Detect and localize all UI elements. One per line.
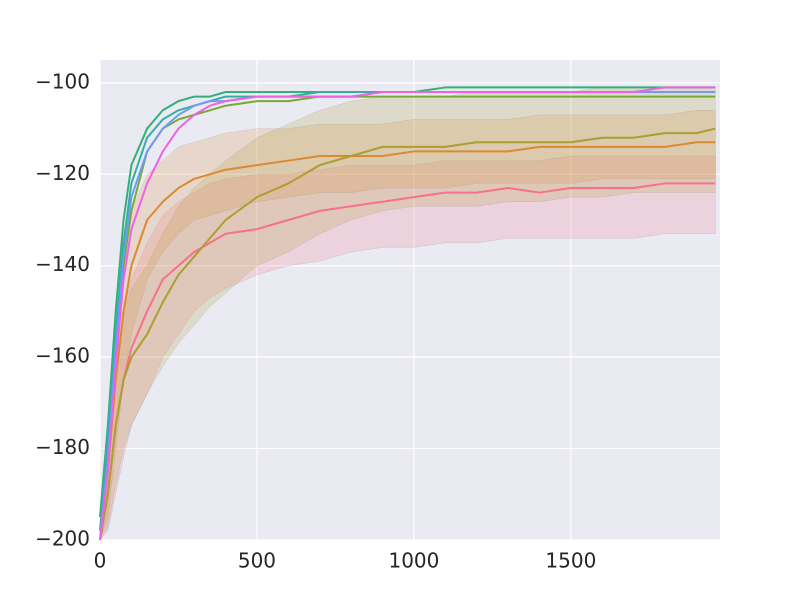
band	[99, 110, 716, 541]
y-tick-label: −140	[35, 252, 90, 276]
y-tick-label: −120	[35, 161, 90, 185]
y-tick-label: −180	[35, 435, 90, 459]
band	[99, 155, 716, 541]
series-line	[99, 182, 716, 541]
x-tick-label: 1000	[388, 549, 439, 573]
x-tick-label: 0	[94, 549, 107, 573]
series-line	[99, 141, 716, 541]
x-tick-label: 1500	[545, 549, 596, 573]
y-tick-label: −200	[35, 527, 90, 551]
y-tick-label: −160	[35, 344, 90, 368]
series-line	[99, 127, 716, 541]
plot-background	[100, 60, 720, 540]
y-tick-label: −100	[35, 69, 90, 93]
series-line	[99, 86, 716, 541]
x-tick-label: 500	[238, 549, 276, 573]
